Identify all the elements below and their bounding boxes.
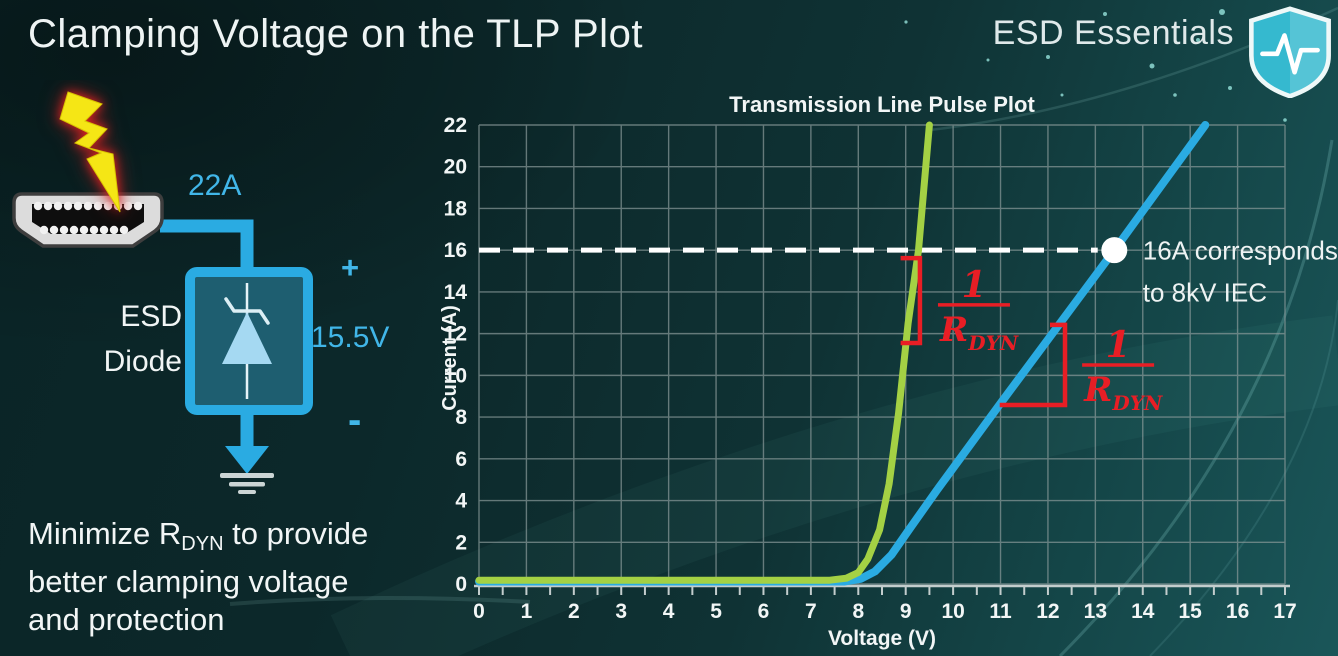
marker-note: 16A corresponds to 8kV IEC <box>1143 236 1338 308</box>
svg-text:16A corresponds: 16A corresponds <box>1143 236 1338 266</box>
svg-text:10: 10 <box>941 600 964 623</box>
esd-circuit-diagram <box>12 91 313 494</box>
svg-text:RDYN: RDYN <box>939 310 1019 355</box>
svg-text:13: 13 <box>1084 600 1107 623</box>
svg-text:3: 3 <box>615 600 627 623</box>
low-rdyn-diode-curve <box>475 121 933 584</box>
svg-text:12: 12 <box>1036 600 1059 623</box>
svg-text:5: 5 <box>710 600 722 623</box>
svg-text:17: 17 <box>1273 600 1296 623</box>
svg-text:RDYN: RDYN <box>1083 370 1163 415</box>
surge-current-label: 22A <box>188 169 242 202</box>
svg-text:1: 1 <box>961 264 986 306</box>
esd-diode-label-line2: Diode <box>103 345 182 378</box>
note-line1: Minimize RDYN to provide <box>28 516 369 555</box>
svg-text:2: 2 <box>455 531 467 554</box>
svg-text:9: 9 <box>900 600 912 623</box>
lightning-bolt-icon <box>59 91 121 213</box>
svg-text:22: 22 <box>444 114 467 137</box>
slope-annotations <box>900 255 1068 408</box>
svg-text:4: 4 <box>455 490 467 513</box>
clamp-voltage-label: 15.5V <box>311 321 390 354</box>
svg-text:4: 4 <box>663 600 675 623</box>
svg-text:20: 20 <box>444 156 467 179</box>
takeaway-note: Minimize RDYN to provide better clamping… <box>28 515 368 639</box>
tlp-chart: 0 1 2 3 4 5 6 7 8 9 10 11 12 13 14 15 16 1702468101214161… <box>440 92 1338 650</box>
svg-text:16: 16 <box>444 239 467 262</box>
note-line2: better clamping voltage <box>28 564 349 599</box>
minus-polarity-label: - <box>348 398 362 442</box>
svg-text:6: 6 <box>758 600 770 623</box>
current-arrowhead <box>225 446 269 474</box>
svg-text:1: 1 <box>1106 324 1131 366</box>
svg-text:14: 14 <box>1131 600 1155 623</box>
x-axis <box>474 584 1290 595</box>
svg-text:18: 18 <box>444 197 468 220</box>
esd-diode-label: ESD Diode <box>62 294 182 384</box>
svg-text:0: 0 <box>473 600 485 623</box>
svg-text:2: 2 <box>568 600 580 623</box>
brand-logo: ESD Essentials <box>993 6 1336 98</box>
svg-text:8: 8 <box>852 600 864 623</box>
svg-text:6: 6 <box>455 448 467 471</box>
brand-name: ESD Essentials <box>992 14 1234 52</box>
svg-text:15: 15 <box>1178 600 1202 623</box>
hdmi-connector-icon <box>12 192 164 248</box>
svg-text:to 8kV IEC: to 8kV IEC <box>1143 277 1267 307</box>
zener-diode-symbol <box>222 283 272 399</box>
page-title: Clamping Voltage on the TLP Plot <box>28 12 643 56</box>
svg-text:10: 10 <box>444 364 467 387</box>
chart-title: Transmission Line Pulse Plot <box>729 92 1035 117</box>
x-tick-labels: 0 1 2 3 4 5 6 7 8 9 10 11 12 13 14 15 16 17 <box>473 600 1297 623</box>
y-axis-label: Current (A) <box>440 305 461 411</box>
surge-wire <box>160 219 254 270</box>
chart-gridlines <box>478 124 1286 585</box>
svg-text:0: 0 <box>455 573 467 596</box>
note-line3: and protection <box>28 602 225 637</box>
svg-text:1: 1 <box>521 600 533 623</box>
svg-text:14: 14 <box>444 281 468 304</box>
high-rdyn-diode-curve <box>475 121 1210 586</box>
svg-text:16: 16 <box>1226 600 1249 623</box>
svg-text:8: 8 <box>455 406 467 429</box>
svg-text:11: 11 <box>989 600 1012 623</box>
x-axis-label: Voltage (V) <box>828 627 936 650</box>
ground-symbol-icon <box>220 473 274 494</box>
rdyn-subscript: DYN <box>181 533 224 555</box>
y-tick-labels: 0 2 4 6 8 10 12 14 16 18 20 22 <box>444 114 468 596</box>
shield-pulse-icon <box>1249 6 1331 98</box>
esd-diode-label-line1: ESD <box>120 300 182 333</box>
svg-text:12: 12 <box>444 323 467 346</box>
svg-text:7: 7 <box>805 600 817 623</box>
marker-dot-16a <box>1101 237 1128 264</box>
plus-polarity-label: + <box>341 250 360 285</box>
